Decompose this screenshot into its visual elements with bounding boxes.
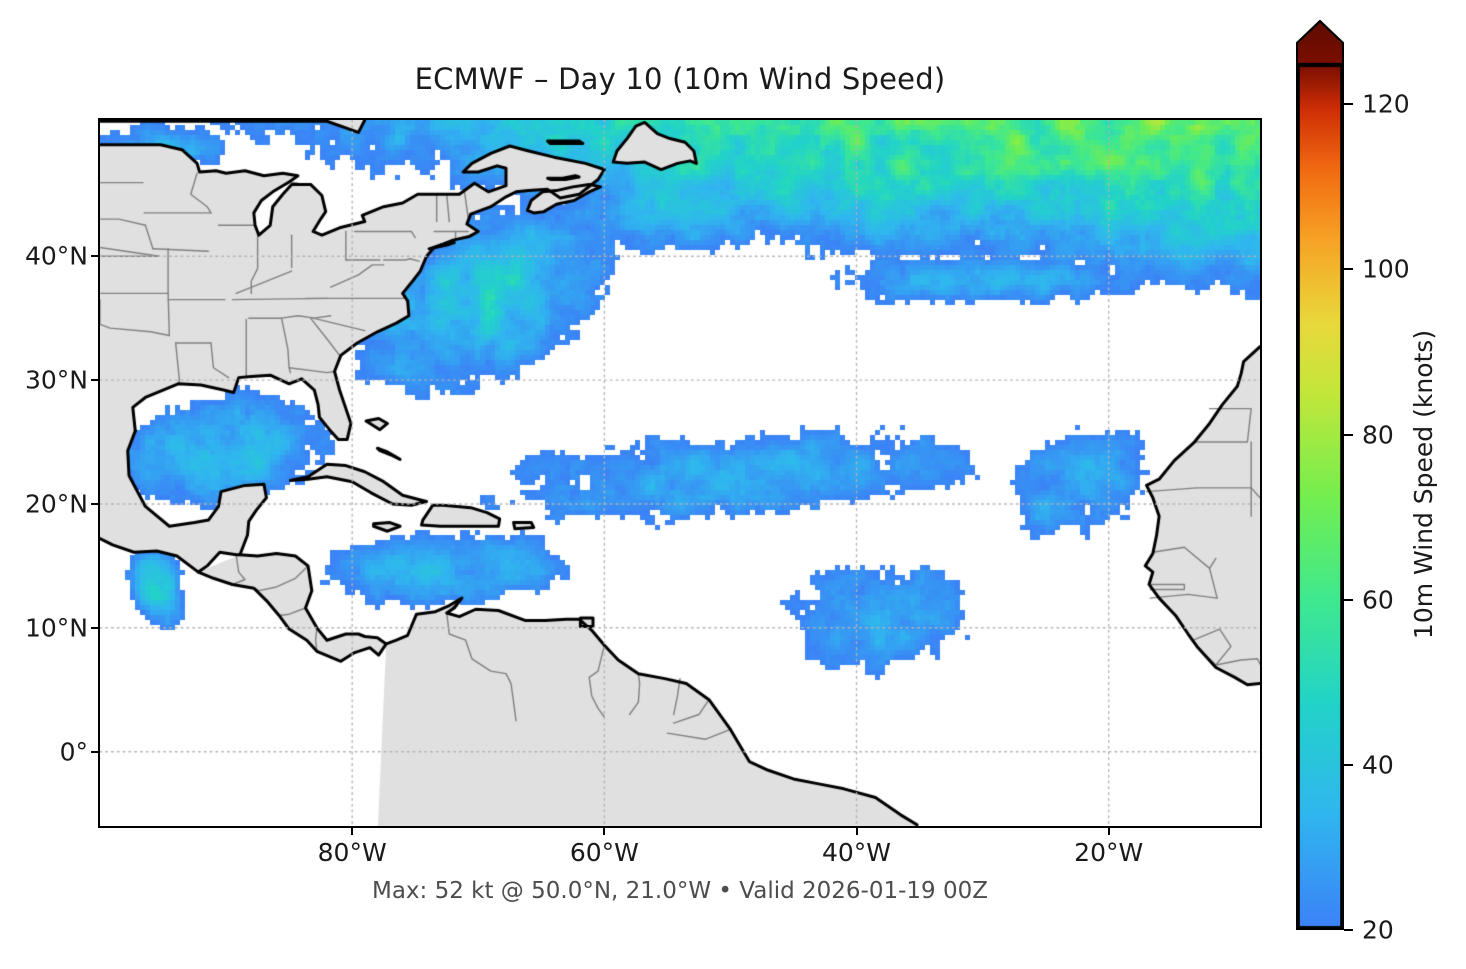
y-tick-mark <box>91 379 98 382</box>
y-tick-label: 40°N <box>24 241 88 271</box>
y-tick-label: 0° <box>59 737 88 767</box>
colorbar-tick-label: 120 <box>1362 89 1410 119</box>
x-tick-label: 80°W <box>317 838 387 867</box>
y-tick-mark <box>91 502 98 505</box>
x-tick-mark <box>351 828 354 835</box>
colorbar-tick-label: 100 <box>1362 254 1410 284</box>
colorbar-tick-label: 80 <box>1362 420 1394 450</box>
colorbar-tick-label: 20 <box>1362 915 1394 945</box>
colorbar-tick-label: 40 <box>1362 750 1394 780</box>
colorbar-tick-mark <box>1344 929 1353 931</box>
colorbar-axis-label: 10m Wind Speed (knots) <box>1404 0 1444 969</box>
colorbar[interactable] <box>1296 20 1344 930</box>
y-tick-mark <box>91 750 98 753</box>
map-plot-area[interactable] <box>98 118 1262 828</box>
y-tick-label: 20°N <box>24 489 88 519</box>
x-tick-label: 40°W <box>822 838 892 867</box>
x-tick-label: 60°W <box>569 838 639 867</box>
colorbar-tick-mark <box>1344 268 1353 271</box>
colorbar-tick-mark <box>1344 433 1353 436</box>
y-tick-mark <box>91 626 98 629</box>
x-tick-mark <box>855 828 858 835</box>
colorbar-extend-arrow-icon <box>1296 20 1344 64</box>
y-tick-mark <box>91 255 98 258</box>
colorbar-label-text: 10m Wind Speed (knots) <box>1409 329 1439 640</box>
page-title: ECMWF – Day 10 (10m Wind Speed) <box>414 62 946 96</box>
colorbar-tick-mark <box>1344 598 1353 601</box>
colorbar-tick-mark <box>1344 103 1353 106</box>
colorbar-gradient[interactable] <box>1296 63 1344 930</box>
map-subtitle: Max: 52 kt @ 50.0°N, 21.0°W • Valid 2026… <box>371 878 989 904</box>
wind-speed-map-canvas[interactable] <box>100 120 1260 826</box>
colorbar-tick-label: 60 <box>1362 585 1394 615</box>
y-tick-label: 30°N <box>24 365 88 395</box>
x-tick-mark <box>1107 828 1110 835</box>
x-tick-mark <box>603 828 606 835</box>
y-tick-label: 10°N <box>24 613 88 643</box>
x-tick-label: 20°W <box>1074 838 1144 867</box>
colorbar-tick-mark <box>1344 763 1353 766</box>
